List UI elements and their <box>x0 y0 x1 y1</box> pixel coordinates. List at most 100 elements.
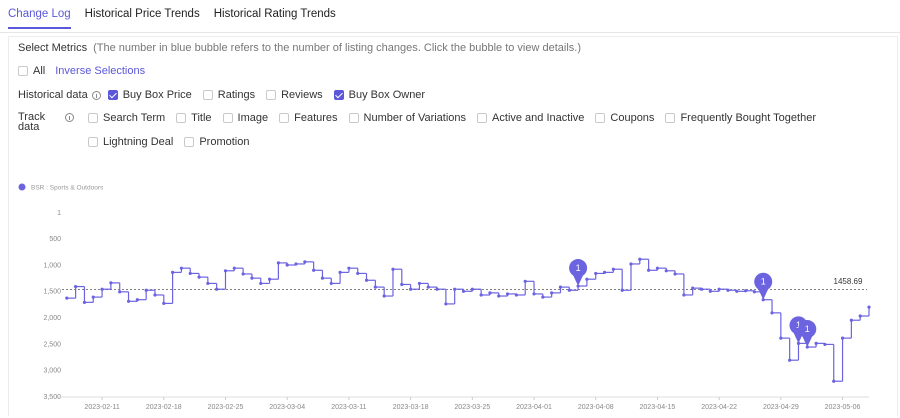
option[interactable]: Reviews <box>266 89 323 101</box>
option[interactable]: Image <box>222 112 269 124</box>
bubble-count[interactable]: 1 <box>805 324 810 334</box>
option[interactable]: Number of Variations <box>348 112 467 124</box>
point <box>814 341 818 345</box>
bubble-count[interactable]: 1 <box>761 277 766 287</box>
change-bubble[interactable]: 1 <box>569 259 588 287</box>
point <box>364 278 369 282</box>
all-label[interactable]: All <box>33 65 46 77</box>
option-label[interactable]: Active and Inactive <box>492 112 585 124</box>
y-tick-label: 2,500 <box>43 341 61 348</box>
point <box>611 267 615 271</box>
x-tick-label: 2023-02-11 <box>84 404 119 411</box>
option[interactable]: Buy Box Owner <box>333 89 426 101</box>
x-tick-label: 2023-03-25 <box>454 404 490 411</box>
checkbox[interactable] <box>88 137 98 147</box>
option-label[interactable]: Reviews <box>281 89 323 101</box>
inverse-selections[interactable]: Inverse Selections <box>55 65 146 77</box>
point <box>858 314 862 318</box>
point <box>179 266 184 270</box>
checkbox[interactable] <box>595 113 606 123</box>
select-metrics-label: Select Metrics <box>18 42 88 54</box>
point <box>594 271 598 276</box>
point <box>74 284 78 289</box>
checkbox[interactable] <box>184 137 195 147</box>
checkbox[interactable] <box>266 90 277 100</box>
point <box>100 287 104 291</box>
point <box>320 276 325 280</box>
point <box>647 268 651 272</box>
checkbox[interactable] <box>222 113 233 123</box>
point <box>267 277 272 281</box>
checkbox[interactable] <box>176 113 187 123</box>
option-label[interactable]: Lightning Deal <box>103 136 174 148</box>
option[interactable]: Promotion <box>184 136 249 148</box>
point <box>329 281 333 286</box>
point <box>126 299 131 303</box>
option-label[interactable]: Image <box>237 112 269 124</box>
info-icon[interactable] <box>65 113 74 122</box>
point <box>479 293 483 297</box>
option-label[interactable]: Ratings <box>217 89 256 101</box>
point <box>743 289 748 293</box>
point <box>135 298 139 302</box>
option-label[interactable]: Coupons <box>610 112 655 124</box>
option[interactable]: Features <box>279 112 338 124</box>
change-bubble[interactable]: 1 <box>798 320 817 348</box>
option[interactable]: Frequently Bought Together <box>665 112 816 124</box>
point <box>770 311 774 315</box>
point <box>232 266 236 270</box>
bubble[interactable] <box>754 272 773 291</box>
checkbox[interactable] <box>18 66 28 76</box>
option[interactable]: Ratings <box>202 89 256 101</box>
option[interactable]: Coupons <box>595 112 654 124</box>
legend-label: BSR : Sports & Outdoors <box>31 185 104 192</box>
option-label[interactable]: Title <box>191 112 212 124</box>
option[interactable]: Search Term <box>88 112 165 124</box>
checkbox[interactable] <box>348 113 359 123</box>
checkbox[interactable] <box>665 113 676 123</box>
option-label[interactable]: Search Term <box>103 112 166 124</box>
tab[interactable]: Historical Rating Trends <box>213 8 336 20</box>
option-label[interactable]: Buy Box Price <box>122 89 192 101</box>
x-tick-label: 2023-02-25 <box>208 404 244 411</box>
checkbox[interactable] <box>88 113 98 123</box>
bubble[interactable] <box>798 320 817 339</box>
checkbox[interactable] <box>333 90 344 100</box>
point <box>717 287 721 291</box>
point <box>849 318 853 322</box>
option-label[interactable]: Number of Variations <box>363 112 467 124</box>
point <box>382 294 386 298</box>
tab[interactable]: Historical Price Trends <box>84 8 200 20</box>
point <box>276 261 280 265</box>
option-label[interactable]: Promotion <box>199 136 250 148</box>
bubble[interactable] <box>569 259 588 278</box>
point <box>823 342 827 347</box>
info-icon[interactable] <box>91 90 101 100</box>
checkbox[interactable] <box>107 90 118 100</box>
historical-data-label: Historical data <box>18 89 88 101</box>
point <box>505 292 510 296</box>
point <box>497 294 501 298</box>
change-bubble[interactable]: 1 <box>754 272 773 300</box>
checkbox[interactable] <box>202 90 213 100</box>
option-label[interactable]: Buy Box Owner <box>348 89 426 101</box>
option[interactable]: Buy Box Price <box>107 89 192 101</box>
bubble-count[interactable]: 1 <box>576 263 581 273</box>
y-tick-label: 3,000 <box>43 368 61 375</box>
option-label[interactable]: Frequently Bought Together <box>680 112 816 124</box>
y-tick-label: 2,000 <box>43 315 61 322</box>
checkbox[interactable] <box>279 113 290 123</box>
option[interactable]: Lightning Deal <box>88 136 173 148</box>
y-tick-label: 500 <box>49 236 61 243</box>
option[interactable]: Title <box>176 112 212 124</box>
point <box>840 336 845 340</box>
x-tick-label: 2023-03-04 <box>269 404 305 411</box>
point <box>285 263 289 267</box>
option-label[interactable]: Features <box>294 112 338 124</box>
divider <box>0 32 900 33</box>
option[interactable]: Active and Inactive <box>477 112 584 124</box>
checkbox[interactable] <box>477 113 488 123</box>
tab[interactable]: Change Log <box>8 6 71 29</box>
bubble-count[interactable]: 1 <box>796 320 801 330</box>
point <box>602 270 607 274</box>
